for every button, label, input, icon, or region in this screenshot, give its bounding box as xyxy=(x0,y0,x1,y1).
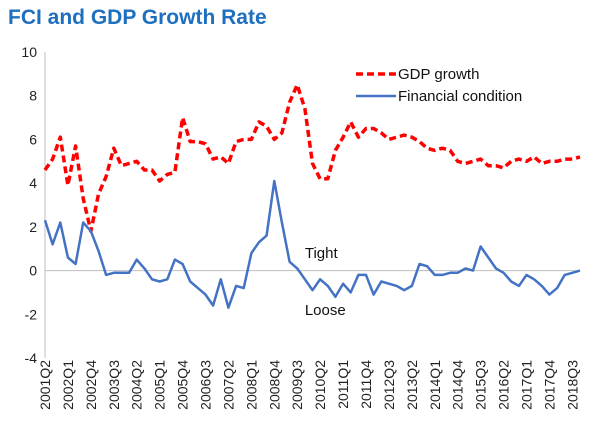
y-tick-label: 0 xyxy=(29,263,37,279)
x-tick-label: 2006Q3 xyxy=(198,360,214,410)
x-tick-label: 2014Q4 xyxy=(450,360,466,410)
x-tick-label: 2008Q4 xyxy=(266,360,282,410)
x-tick-label: 2015Q3 xyxy=(473,360,489,410)
legend-label: Financial condition xyxy=(398,88,522,105)
x-tick-label: 2005Q4 xyxy=(175,360,191,410)
x-tick-label: 2011Q4 xyxy=(358,360,374,409)
y-tick-label: 2 xyxy=(29,219,37,235)
y-tick-label: 10 xyxy=(21,44,37,60)
financial-condition-line xyxy=(43,179,581,309)
chart-title: FCI and GDP Growth Rate xyxy=(8,6,267,29)
x-tick-label: 2009Q3 xyxy=(289,360,305,410)
y-tick-label: 8 xyxy=(29,88,37,104)
x-tick-label: 2002Q4 xyxy=(83,360,99,410)
x-tick-label: 2012Q3 xyxy=(381,360,397,410)
x-tick-label: 2003Q3 xyxy=(106,360,122,410)
x-tick-label: 2008Q1 xyxy=(243,360,259,410)
x-tick-label: 2007Q2 xyxy=(220,360,236,410)
x-tick-label: 2011Q1 xyxy=(335,360,351,409)
annotation-label: Loose xyxy=(305,302,346,319)
y-tick-label: -4 xyxy=(25,350,38,366)
x-tick-label: 2001Q2 xyxy=(37,360,53,410)
gdp-growth-line xyxy=(43,83,581,233)
annotation-label: Tight xyxy=(305,245,339,262)
x-tick-label: 2014Q1 xyxy=(427,360,443,410)
x-tick-label: 2017Q4 xyxy=(541,360,557,410)
y-tick-label: 6 xyxy=(29,131,37,147)
y-tick-label: -2 xyxy=(25,306,38,322)
x-tick-label: 2017Q1 xyxy=(519,360,535,410)
x-tick-label: 2013Q2 xyxy=(404,360,420,410)
y-tick-label: 4 xyxy=(29,175,37,191)
x-tick-label: 2004Q2 xyxy=(129,360,145,410)
legend-label: GDP growth xyxy=(398,66,479,83)
x-tick-label: 2016Q2 xyxy=(496,360,512,410)
x-tick-label: 2005Q1 xyxy=(152,360,168,410)
x-tick-label: 2002Q1 xyxy=(60,360,76,410)
x-tick-label: 2018Q3 xyxy=(564,360,580,410)
x-tick-label: 2010Q2 xyxy=(312,360,328,410)
